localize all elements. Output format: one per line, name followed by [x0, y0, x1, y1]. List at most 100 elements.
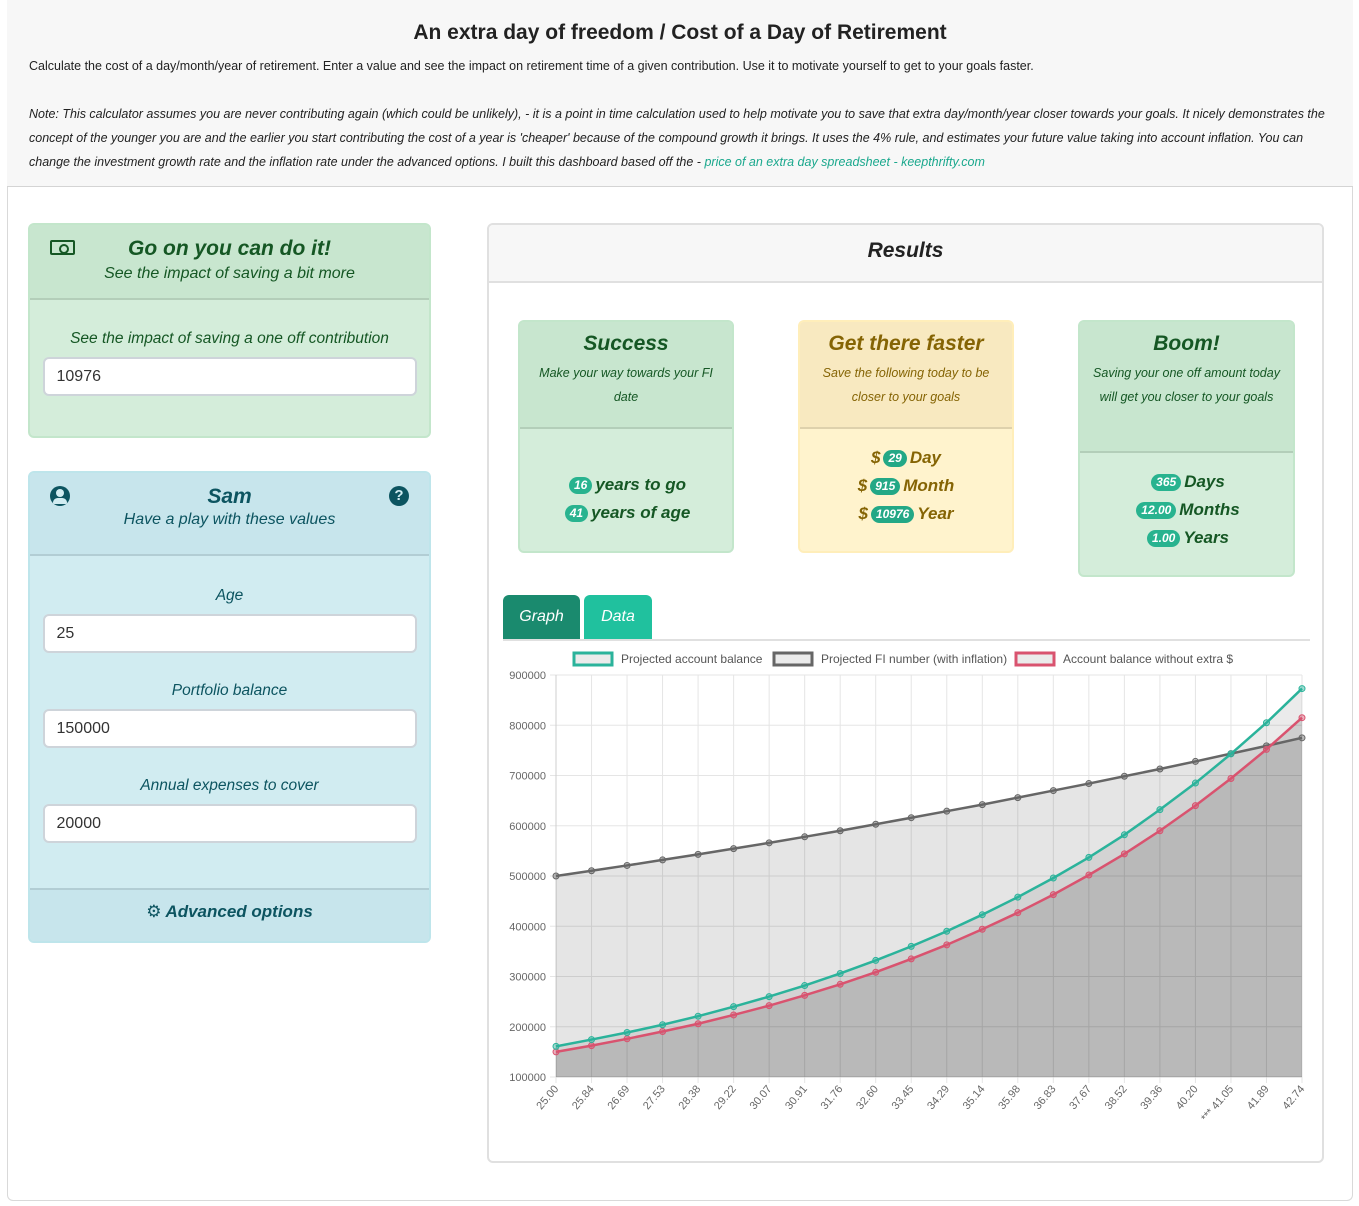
fi-number-area — [556, 737, 1302, 1077]
contribution-card: Go on you can do it! See the impact of s… — [28, 223, 431, 438]
fi-number-point — [907, 814, 915, 822]
x-tick-label: 26.69 — [605, 1083, 632, 1112]
age-input[interactable] — [42, 614, 417, 653]
balance-without-extra-point — [1014, 909, 1022, 917]
fi-number-point — [1014, 794, 1022, 802]
balance-without-extra-point — [694, 1020, 702, 1028]
cost-month-row: $915 Month — [800, 472, 1012, 500]
user-circle-icon — [50, 486, 70, 506]
fi-number-point — [552, 872, 560, 880]
cost-day-label: Day — [909, 448, 941, 467]
currency-symbol: $ — [870, 448, 881, 467]
x-tick-label: 41.89 — [1245, 1083, 1272, 1112]
success-title: Success — [583, 332, 669, 355]
fi-number-point — [730, 845, 738, 853]
balance-without-extra-point — [1085, 871, 1093, 879]
projected-balance-point — [978, 911, 986, 919]
fi-number-point — [1191, 757, 1199, 765]
fi-number-point — [836, 827, 844, 835]
months-row: 12.00 Months — [1080, 496, 1293, 524]
balance-without-extra-point — [1262, 745, 1270, 753]
fi-number-point — [1156, 765, 1164, 773]
profile-subtitle: Have a play with these values — [123, 511, 336, 528]
boom-card: Boom! Saving your one off amount today w… — [1078, 320, 1295, 577]
boom-body: 365 Days 12.00 Months 1.00 Years — [1080, 468, 1293, 552]
x-tick-label: 36.83 — [1032, 1083, 1059, 1112]
projected-balance-point — [872, 956, 880, 964]
balance-without-extra-point — [1049, 891, 1057, 899]
balance-without-extra-point — [1191, 802, 1199, 810]
x-tick-label: 35.98 — [996, 1083, 1023, 1112]
projected-balance-point — [694, 1012, 702, 1020]
months-badge: 12.00 — [1136, 502, 1177, 519]
success-card: Success Make your way towards your FI da… — [518, 320, 734, 553]
balance-without-extra-point — [1227, 775, 1235, 783]
faster-card-header: Get there faster Save the following toda… — [800, 322, 1012, 429]
contribution-input[interactable] — [42, 357, 417, 396]
y-tick-label: 900000 — [509, 670, 546, 682]
x-tick-label: *** 41.05 — [1199, 1083, 1236, 1124]
x-tick-label: 33.45 — [890, 1083, 917, 1112]
projected-balance-point — [1191, 779, 1199, 787]
balance-without-extra-line — [555, 716, 1303, 1054]
months-label: Months — [1179, 500, 1240, 519]
x-tick-label: 30.07 — [748, 1083, 775, 1112]
balance-chart: 900000 800000 700000 600000 500000 400000 3000… — [509, 651, 1307, 1124]
balance-without-extra-point — [801, 991, 809, 999]
expenses-input[interactable] — [42, 804, 417, 843]
tab-graph[interactable]: Graph — [503, 595, 580, 639]
note-text: Note: This calculator assumes you are ne… — [29, 102, 1331, 174]
days-badge: 365 — [1151, 474, 1182, 491]
spreadsheet-link[interactable]: price of an extra day spreadsheet - keep… — [704, 155, 985, 169]
x-tick-label: 31.76 — [819, 1083, 846, 1112]
profile-name: Sam — [207, 485, 252, 508]
profile-card: ? Sam Have a play with these values Age … — [28, 471, 431, 943]
x-tick-label: 35.14 — [961, 1083, 988, 1112]
fi-number-point — [801, 833, 809, 841]
help-icon[interactable]: ? — [389, 486, 409, 506]
projected-balance-area — [556, 688, 1302, 1077]
boom-card-header: Boom! Saving your one off amount today w… — [1080, 322, 1293, 453]
x-tick-label: 42.74 — [1280, 1083, 1307, 1112]
projected-balance-point — [588, 1036, 596, 1044]
faster-body: $29 Day $915 Month $10976 Year — [800, 444, 1012, 528]
balance-without-extra-point — [978, 925, 986, 933]
projected-balance-point — [1014, 893, 1022, 901]
legend-label: Account balance without extra $ — [1063, 652, 1233, 666]
legend-swatch — [1014, 651, 1056, 667]
x-tick-label: 34.29 — [925, 1083, 952, 1112]
y-tick-label: 700000 — [509, 771, 546, 783]
advanced-options-toggle[interactable]: ⚙ Advanced options — [30, 888, 429, 941]
days-row: 365 Days — [1080, 468, 1293, 496]
y-tick-label: 400000 — [509, 921, 546, 933]
years-to-go-label: years to go — [595, 475, 687, 494]
success-body: 16 years to go 41 years of age — [520, 471, 732, 527]
projected-balance-point — [1085, 853, 1093, 861]
balance-without-extra-point — [730, 1011, 738, 1019]
projected-balance-point — [1156, 806, 1164, 814]
fi-number-point — [659, 856, 667, 864]
years-badge: 1.00 — [1146, 530, 1181, 547]
years-label: Years — [1183, 528, 1230, 547]
cost-month-label: Month — [903, 476, 955, 495]
fi-number-point — [978, 801, 986, 809]
fi-number-point — [1049, 787, 1057, 795]
balance-without-extra-point — [1298, 714, 1306, 722]
money-bill-icon — [50, 240, 75, 255]
legend-swatch — [572, 651, 614, 667]
faster-subtitle: Save the following today to be closer to… — [822, 366, 990, 404]
projected-balance-point — [623, 1029, 631, 1037]
page-frame — [7, 0, 1353, 1201]
tab-data[interactable]: Data — [584, 595, 652, 639]
fi-number-line — [555, 736, 1303, 878]
projected-balance-point — [1120, 831, 1128, 839]
expenses-label: Annual expenses to cover — [140, 777, 319, 794]
projected-balance-point — [801, 982, 809, 990]
y-tick-label: 300000 — [509, 972, 546, 984]
balance-without-extra-point — [872, 968, 880, 976]
portfolio-input[interactable] — [42, 709, 417, 748]
age-label: Age — [215, 587, 244, 604]
y-tick-label: 500000 — [509, 871, 546, 883]
projected-balance-point — [1227, 750, 1235, 758]
y-tick-label: 100000 — [509, 1072, 546, 1084]
